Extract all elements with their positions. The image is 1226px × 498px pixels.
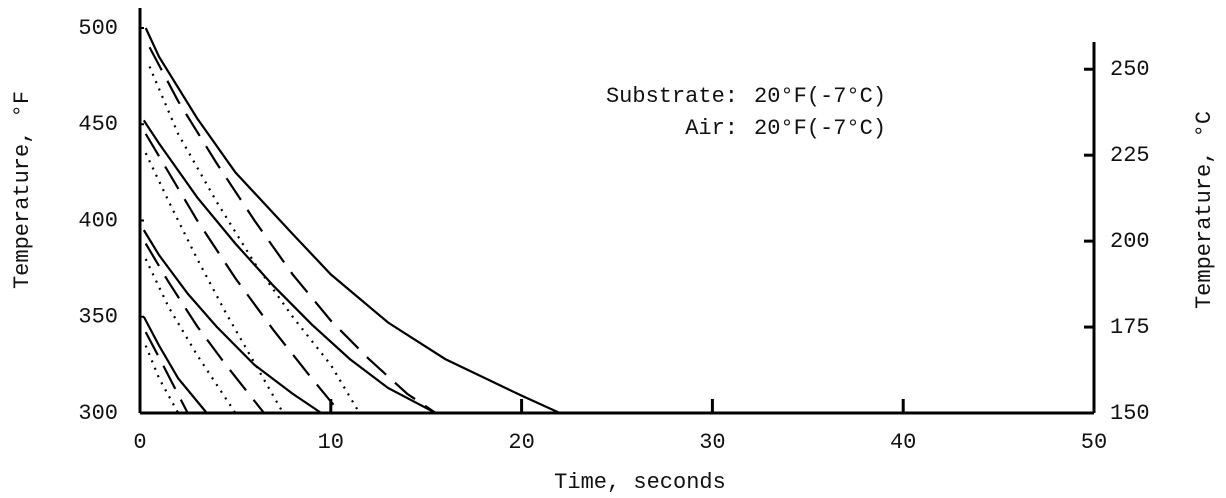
x-tick-label: 50 [1081,430,1107,455]
line-series [142,316,208,414]
y2-tick-label: 150 [1110,401,1150,426]
y2-tick-label: 175 [1110,315,1150,340]
line-series [142,119,437,414]
x-axis-label: Time, seconds [554,470,726,495]
y2-tick-label: 200 [1110,229,1150,254]
y2-tick-label: 225 [1110,143,1150,168]
line-series [144,152,285,414]
y-tick-label: 350 [78,305,118,330]
annotation-text: 20°F(-7°C) [754,84,886,109]
line-series [148,66,361,414]
x-tick-label: 20 [508,430,534,455]
y-axis-label: Temperature, °F [10,91,35,289]
y-tick-label: 500 [78,16,118,41]
annotation-label: Air: [685,116,738,141]
line-series [148,46,437,414]
y-tick-label: 300 [78,401,118,426]
x-tick-label: 30 [699,430,725,455]
line-series [144,258,237,414]
y2-axis-label: Temperature, °C [1192,111,1217,309]
y-tick-label: 450 [78,112,118,137]
y-tick-label: 400 [78,208,118,233]
line-series [144,133,342,414]
line-series [144,27,561,415]
annotation-label: Substrate: [606,84,738,109]
y2-tick-label: 250 [1110,57,1150,82]
line-series [142,229,322,414]
line-series [144,345,180,414]
annotation-text: 20°F(-7°C) [754,116,886,141]
line-series [144,331,189,414]
x-tick-label: 0 [133,430,146,455]
x-tick-label: 40 [890,430,916,455]
x-tick-label: 10 [318,430,344,455]
line-series [144,243,265,414]
